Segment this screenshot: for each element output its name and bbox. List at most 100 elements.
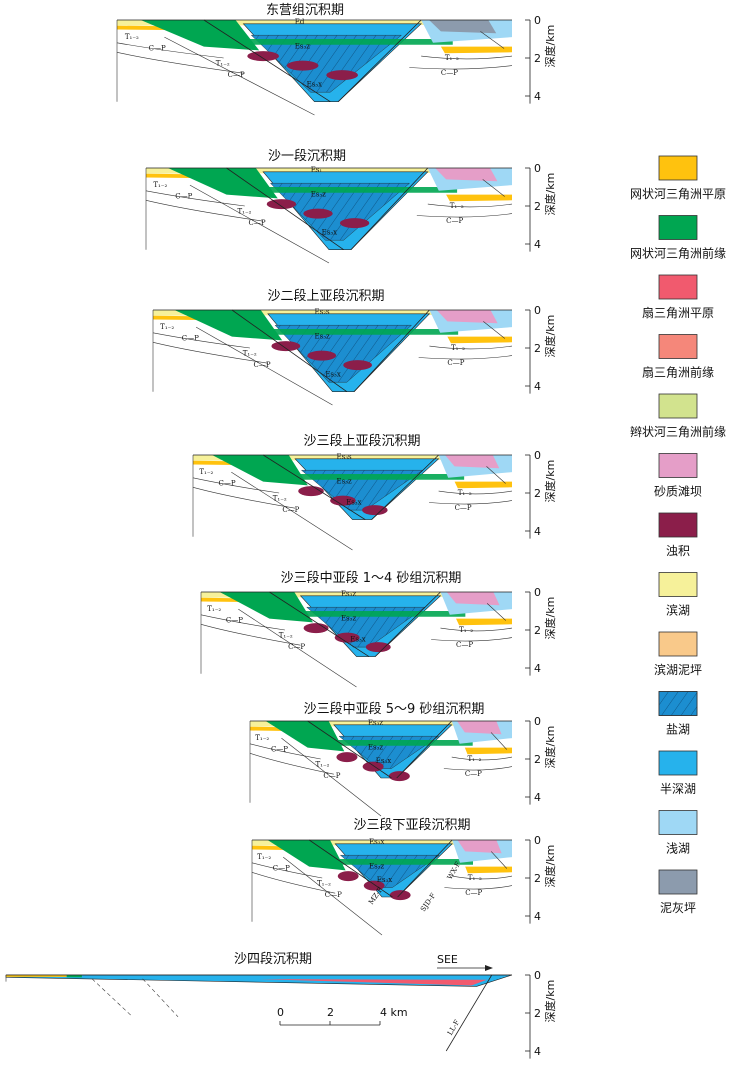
depth-tick-label: 0 [534,834,541,847]
horizon-line [152,342,268,364]
legend-item: 半深湖 [658,750,698,796]
depth-tick-label: 2 [534,1007,541,1020]
see-arrow-head [485,965,493,971]
label-t12: T₁₋₂ [445,54,459,62]
label-top-unit: Ed [295,18,305,26]
plain-band-right [446,194,512,202]
salt-lake-fill [250,35,402,93]
secondary-fault [281,737,382,817]
label-es3x: Es₃x [376,757,392,765]
front-band [196,39,453,45]
turbidite-lens [365,642,391,653]
legend-swatch [658,810,698,835]
depth-axis-label: 深度/km [543,845,557,888]
label-es3z: Es₃z [337,478,353,486]
legend-swatch [658,512,698,538]
beach-bar-right [435,168,498,182]
section-title: 沙三段上亚段沉积期 [303,434,420,449]
legend-item: 扇三角洲平原 [642,274,714,320]
label-top-unit: Es₃z [341,590,357,598]
horizon-line [443,766,513,771]
legend-swatch [658,215,698,240]
secondary-fault [486,466,506,484]
label-cp: C—P [219,479,236,487]
depth-tick-label: 2 [534,753,541,766]
turbidite-lens [389,890,411,901]
front-band [304,859,473,865]
label-es3z: Es₃z [311,191,327,199]
secondary-fault [490,851,508,869]
label-top-unit: Es₂s [315,308,331,316]
legend-swatch [658,572,698,597]
horizon-line [251,872,336,894]
turbidite-lens [307,350,337,361]
main-fault [231,309,348,393]
plain-band-right [447,336,512,344]
legend-label: 砂质滩坝 [654,485,702,499]
depth-tick-label: 2 [534,872,541,885]
beach-bar-right [445,455,500,469]
depth-axis-label: 深度/km [543,980,557,1023]
depth-tick-label: 0 [534,715,541,728]
depth-tick-label: 4 [534,910,541,923]
horizon-line [444,885,513,890]
secondary-fault [189,184,330,264]
dashed-fault [91,978,133,1018]
scale-bar-label: 0 [277,1006,284,1019]
horizon-line [200,624,301,646]
horizon-line [145,200,264,222]
antithetic-fault [371,454,439,520]
turbidite-lens [247,51,279,62]
main-fault [307,720,392,779]
label-cp: C—P [465,770,482,778]
scale-bar-label: 4 km [380,1006,408,1019]
legend-label: 网状河三角洲平原 [630,187,726,201]
label-sjd-fault: SJD-F [419,892,437,914]
legend-item: 网状河三角洲平原 [630,155,726,201]
label-cp: C—P [254,361,271,369]
section-6: 沙三段中亚段 5～9 砂组沉积期T₁₋₂C—PT₁₋₂C—PT₁₋₂C—PEs₃… [249,702,557,817]
beach-bar-right [456,721,502,735]
turbidite-lens [334,632,360,643]
depth-axis-label: 深度/km [543,173,557,216]
legend-label: 盐湖 [666,722,690,737]
salt-lake-fill [274,325,413,383]
dashed-fault [142,978,179,1018]
plain-wedge [6,975,67,977]
depth-tick-label: 4 [534,380,541,393]
plain-band-right [464,747,512,755]
turbidite-lens [303,623,329,634]
section-title: 沙一段沉积期 [268,149,346,164]
horizon-line [429,500,513,505]
label-es3z: Es₃z [295,43,311,51]
legend-label: 扇三角洲平原 [642,305,714,320]
depth-axis-label: 深度/km [543,460,557,503]
label-t12: T₁₋₂ [216,60,230,68]
section-1: 东营组沉积期 T₁₋₂ C—P T₁₋₂ C—P T₁₋₂ C—P Ed Es₃x Es₃z 0 2 4… [116,3,557,116]
section-4: 沙三段上亚段沉积期 T₁₋₂ C—P T₁₋₂ C—P T₁₋₂ C—P Es₃s Es₃x Es… [192,434,557,551]
secondary-fault [164,36,315,116]
section-title: 沙二段上亚段沉积期 [267,289,384,304]
legend-item: 浅湖 [658,810,698,856]
turbidite-lens [388,771,410,782]
label-es3z: Es₃z [369,863,385,871]
label-top-unit: Es₃s [337,453,353,461]
turbidite-lens [336,752,358,763]
legend-swatch [658,750,698,776]
turbidite-lens [266,199,297,210]
horizon-line [192,477,280,494]
label-es3x: Es₃x [325,371,341,379]
label-t12: T₁₋₂ [243,350,257,358]
secondary-fault [283,856,383,936]
main-fault [226,167,344,251]
legend-item: 滨湖 [658,572,698,618]
label-t12: T₁₋₂ [257,853,271,861]
antithetic-fault [396,720,453,779]
secondary-fault [486,603,506,621]
horizon-line [452,875,513,880]
label-top-unit: Es₃z [368,719,384,727]
depth-tick-label: 4 [534,525,541,538]
plain-band-right [454,481,512,489]
depth-tick-label: 0 [534,162,541,175]
section-7: 沙三段下亚段沉积期T₁₋₂C—PT₁₋₂C—PT₁₋₂C—PEs₃xEs₃xEs… [251,818,557,936]
